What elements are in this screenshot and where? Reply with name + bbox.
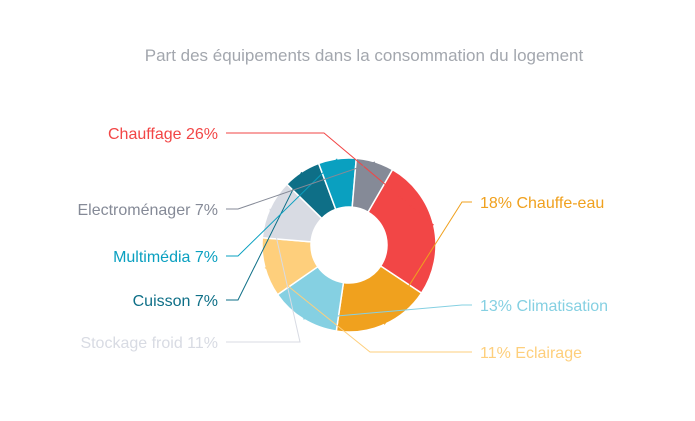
slice-label: Chauffage 26% (108, 126, 218, 143)
leader-line (226, 161, 376, 210)
slice-label: Stockage froid 11% (80, 335, 218, 352)
leader-line (303, 304, 472, 320)
slice-label: 13% Climatisation (480, 298, 608, 315)
labels-group: Chauffage 26% 18% Chauffe-eau 13% Climatis… (77, 126, 608, 362)
leader-lines-group (226, 132, 472, 353)
slice-label: Cuisson 7% (133, 293, 218, 310)
leader-line (226, 208, 301, 343)
chart-title: Part des équipements dans la consommatio… (145, 46, 584, 65)
slices-group (261, 157, 437, 333)
slice-label: 11% Eclairage (480, 345, 582, 362)
leader-line (226, 132, 435, 226)
slice-label: 18% Chauffe-eau (480, 195, 604, 212)
leader-line (226, 158, 338, 257)
slice-label: Electroménager 7% (77, 202, 218, 219)
slice-chauffage (366, 168, 437, 295)
leader-line (264, 267, 472, 353)
leader-line (383, 201, 472, 325)
slice-electrom-nager (351, 157, 394, 214)
slice-label: Multimédia 7% (113, 249, 218, 266)
